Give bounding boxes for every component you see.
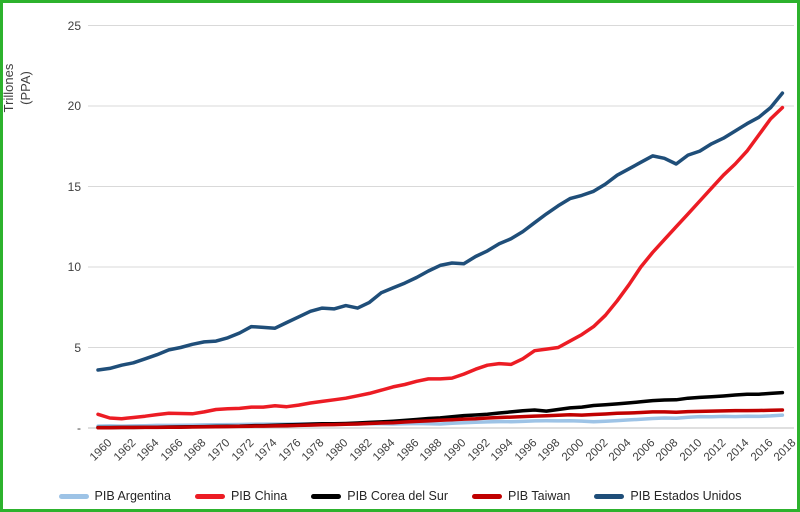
legend-item-pib-corea-del-sur: PIB Corea del Sur bbox=[311, 489, 448, 503]
legend-item-label: PIB Taiwan bbox=[508, 489, 571, 503]
legend-item-label: PIB Corea del Sur bbox=[347, 489, 448, 503]
legend-line-marker-icon bbox=[594, 493, 625, 499]
y-axis-title-line2: (PPA) bbox=[17, 71, 33, 105]
chart-legend: PIB Argentina PIB China PIB Corea del Sur P… bbox=[3, 489, 797, 503]
legend-item-label: PIB China bbox=[230, 489, 288, 503]
y-tick-label-15: 15 bbox=[67, 179, 81, 194]
series-line-pib-china bbox=[96, 105, 785, 421]
series-line-pib-estados-unidos bbox=[96, 91, 785, 372]
legend-line-marker-icon bbox=[472, 493, 502, 499]
y-tick-label-20: 20 bbox=[67, 99, 81, 113]
legend-item-label: PIB Estados Unidos bbox=[630, 489, 742, 503]
legend-line-marker-icon bbox=[58, 493, 89, 499]
legend-line-marker-icon bbox=[194, 493, 225, 499]
y-axis-title-line1: Trillones bbox=[1, 63, 16, 113]
series-line-pib-taiwan bbox=[96, 408, 785, 430]
y-tick-label-10: 10 bbox=[67, 260, 81, 274]
y-tick-label-25: 25 bbox=[67, 18, 81, 33]
legend-item-pib-china: PIB China bbox=[194, 489, 288, 503]
legend-item-pib-argentina: PIB Argentina bbox=[58, 489, 171, 503]
y-tick-label-5: 5 bbox=[74, 340, 81, 355]
y-tick-label-0: - bbox=[77, 421, 81, 435]
legend-item-pib-taiwan: PIB Taiwan bbox=[472, 489, 570, 503]
y-axis-title: Trillones (PPA) bbox=[1, 18, 41, 158]
legend-item-pib-estados-unidos: PIB Estados Unidos bbox=[594, 489, 741, 503]
line-chart bbox=[88, 25, 794, 430]
legend-line-marker-icon bbox=[311, 493, 342, 499]
legend-item-label: PIB Argentina bbox=[94, 489, 171, 503]
